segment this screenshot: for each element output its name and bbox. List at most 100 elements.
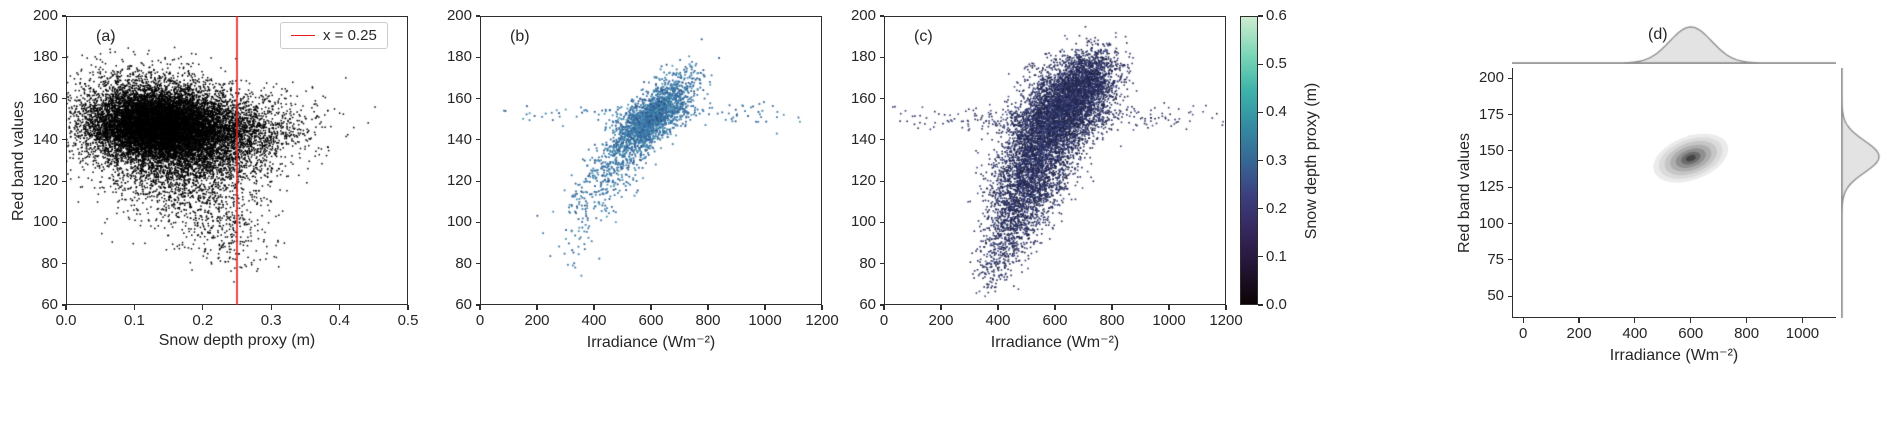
y-tick-label-a: 60 <box>41 296 58 313</box>
y-tick-label-a: 200 <box>32 7 58 24</box>
y-tick-label-b: 80 <box>455 254 472 272</box>
x-tick-c <box>883 305 885 310</box>
y-tick-label-b: 100 <box>446 213 472 231</box>
y-tick-a <box>61 221 66 224</box>
x-tick-a <box>65 305 67 310</box>
x-tick-label-b: 0 <box>475 312 485 329</box>
x-tick-c <box>1225 305 1227 310</box>
x-tick-label-d: 600 <box>1678 325 1704 342</box>
kde-marginal-right-d <box>1841 68 1888 318</box>
y-tick-b <box>475 221 480 224</box>
y-tick-label-a: 80 <box>41 254 58 272</box>
scatter-points-a <box>66 16 408 305</box>
legend-label: x = 0.25 <box>323 27 377 44</box>
y-tick-label-c: 60 <box>859 296 876 313</box>
xlabel-d: Irradiance (Wm⁻²) <box>1609 347 1739 364</box>
x-tick-label-a: 0.4 <box>329 312 351 329</box>
y-tick-b <box>475 139 480 141</box>
colorbar-tick-label: 0.3 <box>1266 151 1287 169</box>
y-tick-label-b: 60 <box>455 296 472 313</box>
y-tick-label-a: 120 <box>32 172 58 190</box>
y-tick-c <box>879 180 884 182</box>
y-tick-c <box>879 56 884 58</box>
y-tick-a <box>61 263 66 265</box>
y-tick-label-c: 100 <box>850 213 876 231</box>
y-tick-d <box>1507 295 1512 297</box>
y-tick-a <box>61 97 66 100</box>
x-tick-label-c: 1000 <box>1152 312 1186 329</box>
legend-box: x = 0.25 <box>280 22 388 49</box>
x-tick-label-c: 0 <box>879 312 889 329</box>
y-tick-label-b: 160 <box>446 89 472 107</box>
x-tick-label-c: 400 <box>985 312 1011 329</box>
x-tick-label-c: 600 <box>1042 312 1068 329</box>
y-tick-label-b: 140 <box>446 130 472 148</box>
x-tick-b <box>764 305 766 310</box>
y-tick-b <box>475 263 480 265</box>
scatter-points-b <box>480 16 822 305</box>
y-tick-label-a: 100 <box>32 213 58 231</box>
x-tick-label-c: 800 <box>1099 312 1125 329</box>
x-tick-d <box>1634 318 1636 323</box>
x-tick-label-b: 800 <box>695 312 721 329</box>
y-tick-c <box>879 139 884 141</box>
x-tick-c <box>1168 305 1170 310</box>
x-tick-c <box>940 305 942 310</box>
colorbar-tick-label: 0.2 <box>1266 199 1287 217</box>
x-tick-label-d: 0 <box>1519 325 1528 342</box>
y-tick-label-d: 125 <box>1478 178 1504 196</box>
colorbar-tick <box>1258 111 1263 113</box>
y-tick-c <box>879 221 884 224</box>
y-tick-a <box>61 139 66 141</box>
y-tick-d <box>1507 186 1512 188</box>
y-tick-label-c: 140 <box>850 130 876 148</box>
panel-label-d: (d) <box>1648 26 1668 43</box>
ylabel-a: Red band values <box>10 100 27 221</box>
x-tick-a <box>339 305 341 310</box>
x-tick-a <box>202 305 204 310</box>
y-tick-a <box>61 15 66 17</box>
x-tick-b <box>593 305 595 310</box>
y-tick-d <box>1507 259 1512 261</box>
y-tick-label-c: 180 <box>850 48 876 66</box>
kde-main-d <box>1512 68 1836 318</box>
y-tick-label-b: 200 <box>446 7 472 24</box>
x-tick-label-b: 1200 <box>805 312 839 329</box>
y-tick-d <box>1507 113 1512 116</box>
x-tick-label-d: 400 <box>1622 325 1648 342</box>
x-tick-b <box>707 305 709 310</box>
y-tick-b <box>475 56 480 58</box>
xlabel-b: Irradiance (Wm⁻²) <box>586 334 716 351</box>
x-tick-label-a: 0.5 <box>397 312 419 329</box>
x-tick-label-b: 200 <box>524 312 550 329</box>
x-tick-label-d: 800 <box>1734 325 1760 342</box>
x-tick-label-d: 1000 <box>1785 325 1820 342</box>
y-tick-label-d: 100 <box>1478 214 1504 232</box>
y-tick-c <box>879 15 884 17</box>
y-tick-a <box>61 180 66 182</box>
y-tick-label-a: 180 <box>32 48 58 66</box>
y-tick-label-c: 200 <box>850 7 876 24</box>
x-tick-label-c: 200 <box>928 312 954 329</box>
y-tick-label-b: 120 <box>446 172 472 190</box>
x-tick-b <box>479 305 481 310</box>
colorbar-tick-label: 0.1 <box>1266 247 1287 265</box>
y-tick-label-d: 50 <box>1487 287 1504 305</box>
x-tick-b <box>536 305 538 310</box>
y-tick-a <box>61 304 66 306</box>
y-tick-label-b: 180 <box>446 48 472 66</box>
colorbar-tick <box>1258 15 1263 17</box>
x-tick-d <box>1522 318 1524 323</box>
scatter-points-c <box>884 16 1226 305</box>
x-tick-label-b: 1000 <box>748 312 782 329</box>
x-tick-a <box>407 305 409 310</box>
panel-label-a: (a) <box>96 28 116 45</box>
y-tick-label-a: 140 <box>32 130 58 148</box>
x-tick-label-a: 0.2 <box>192 312 214 329</box>
x-tick-label-b: 400 <box>581 312 607 329</box>
y-tick-c <box>879 263 884 265</box>
colorbar-tick <box>1258 159 1263 162</box>
x-tick-a <box>270 305 272 310</box>
x-tick-a <box>133 305 135 310</box>
x-tick-c <box>1111 305 1113 310</box>
